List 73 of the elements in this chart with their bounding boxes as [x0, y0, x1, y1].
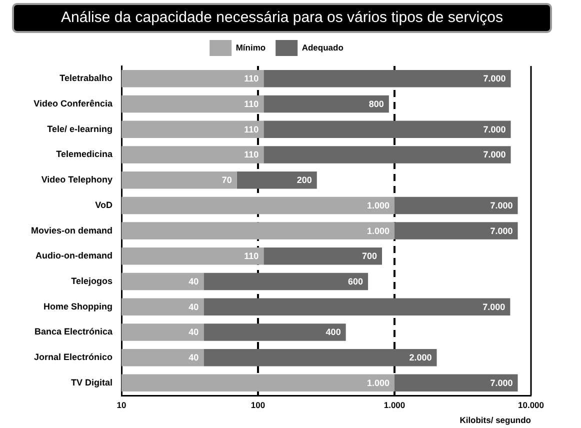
bar: [122, 272, 204, 290]
data-label: 110: [244, 74, 259, 84]
data-label: 70: [222, 175, 232, 186]
bar: [122, 196, 395, 214]
bar: [394, 374, 518, 392]
data-label: 1.000: [366, 378, 390, 388]
y-tick-label: Jornal Electrónico: [34, 352, 113, 362]
bar: [122, 171, 237, 189]
bar: [204, 324, 346, 341]
data-label: 2.000: [409, 352, 432, 363]
data-label: 110: [244, 251, 259, 262]
data-label: 7.000: [483, 150, 506, 160]
bar: [122, 374, 395, 392]
bar: [394, 196, 518, 214]
data-label: 700: [362, 251, 378, 262]
bar: [122, 298, 204, 316]
data-label: 110: [244, 150, 259, 160]
bar: [122, 146, 264, 164]
bar: [394, 222, 518, 240]
y-tick-label: Home Shopping: [44, 301, 113, 312]
y-tick-label: Banca Electrónica: [34, 326, 114, 337]
x-axis-title: Kilobits/ segundo: [460, 415, 531, 426]
legend-label: Adequado: [302, 42, 344, 52]
bar: [204, 298, 510, 316]
y-tick-label: Telemedicina: [56, 149, 114, 160]
data-label: 7.000: [483, 124, 506, 134]
x-tick-label: 10: [116, 400, 127, 410]
bar: [122, 248, 264, 265]
data-label: 1.000: [366, 226, 390, 236]
bar: [204, 272, 368, 290]
legend-label: Mínimo: [236, 42, 266, 52]
bar: [236, 171, 317, 189]
data-label: 7.000: [490, 226, 513, 236]
bar: [122, 348, 204, 366]
data-label: 800: [368, 99, 384, 110]
data-label: 200: [296, 175, 312, 186]
data-label: 40: [188, 302, 199, 312]
chart-title: Análise da capacidade necessária para os vários tipos de serviços: [12, 3, 552, 33]
x-tick-label: 10.000: [518, 400, 544, 410]
y-tick-label: Telejogos: [71, 276, 113, 286]
bar: [122, 324, 204, 341]
data-label: 7.000: [490, 378, 513, 388]
y-tick-label: Audio-on-demand: [36, 250, 113, 261]
y-tick-label: Video Telephony: [41, 174, 113, 185]
data-label: 1.000: [366, 200, 390, 210]
data-label: 7.000: [490, 200, 513, 210]
bar: [264, 95, 389, 113]
y-tick-label: TV Digital: [70, 377, 113, 388]
bar: [264, 70, 511, 88]
bar: [122, 120, 264, 138]
bar: [204, 348, 437, 366]
data-label: 110: [244, 124, 259, 134]
data-label: 110: [244, 99, 259, 110]
bar: [122, 222, 395, 240]
data-label: 7.000: [483, 74, 506, 84]
y-tick-label: VoD: [95, 200, 113, 210]
data-label: 40: [188, 352, 199, 363]
x-tick-label: 100: [250, 400, 266, 410]
data-label: 600: [348, 276, 364, 286]
bar: [122, 95, 264, 113]
bar: [122, 70, 264, 88]
y-tick-label: Video Conferência: [34, 98, 114, 109]
bar: [264, 248, 382, 265]
data-label: 400: [326, 327, 341, 338]
data-label: 40: [188, 276, 199, 286]
y-tick-label: Tele/ e-learning: [47, 124, 113, 134]
data-label: 7.000: [482, 302, 506, 312]
data-label: 40: [188, 327, 199, 338]
x-tick-label: 1.000: [384, 400, 406, 410]
y-tick-label: Movies-on demand: [30, 225, 113, 236]
bar: [264, 120, 511, 138]
y-tick-label: Teletrabalho: [60, 73, 113, 84]
bar: [264, 146, 511, 164]
